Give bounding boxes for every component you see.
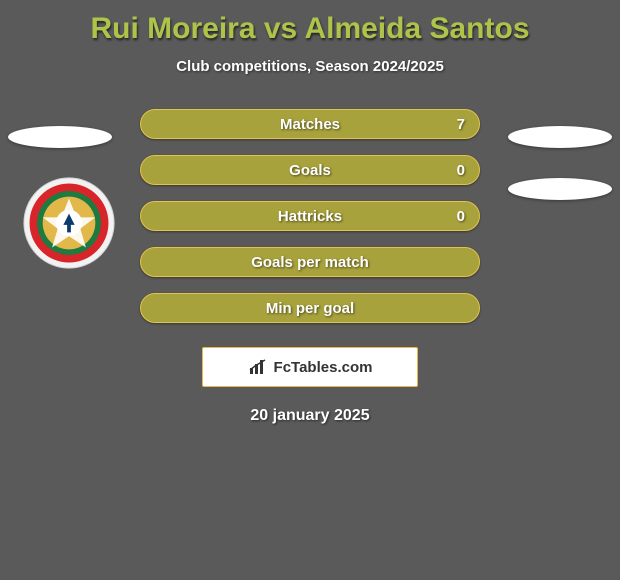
stat-label: Goals [141,162,479,179]
stat-value: 7 [457,116,465,133]
chart-icon [248,358,270,376]
subtitle: Club competitions, Season 2024/2025 [0,58,620,75]
page-title: Rui Moreira vs Almeida Santos [0,0,620,46]
stat-bar: Matches7 [140,109,480,139]
stat-label: Goals per match [141,254,479,271]
player-badge-right-top [508,126,612,148]
stat-label: Min per goal [141,300,479,317]
title-text: Rui Moreira vs Almeida Santos [90,12,529,45]
player-badge-right-bot [508,178,612,200]
date-label: 20 january 2025 [0,407,620,425]
stat-bar: Hattricks0 [140,201,480,231]
stat-bar: Goals0 [140,155,480,185]
source-badge: FcTables.com [202,347,418,387]
stat-value: 0 [457,208,465,225]
stat-label: Hattricks [141,208,479,225]
stat-value: 0 [457,162,465,179]
stat-label: Matches [141,116,479,133]
stat-bar: Goals per match [140,247,480,277]
club-crest [22,176,116,270]
player-badge-left [8,126,112,148]
stat-bar: Min per goal [140,293,480,323]
source-badge-text: FcTables.com [274,359,373,376]
